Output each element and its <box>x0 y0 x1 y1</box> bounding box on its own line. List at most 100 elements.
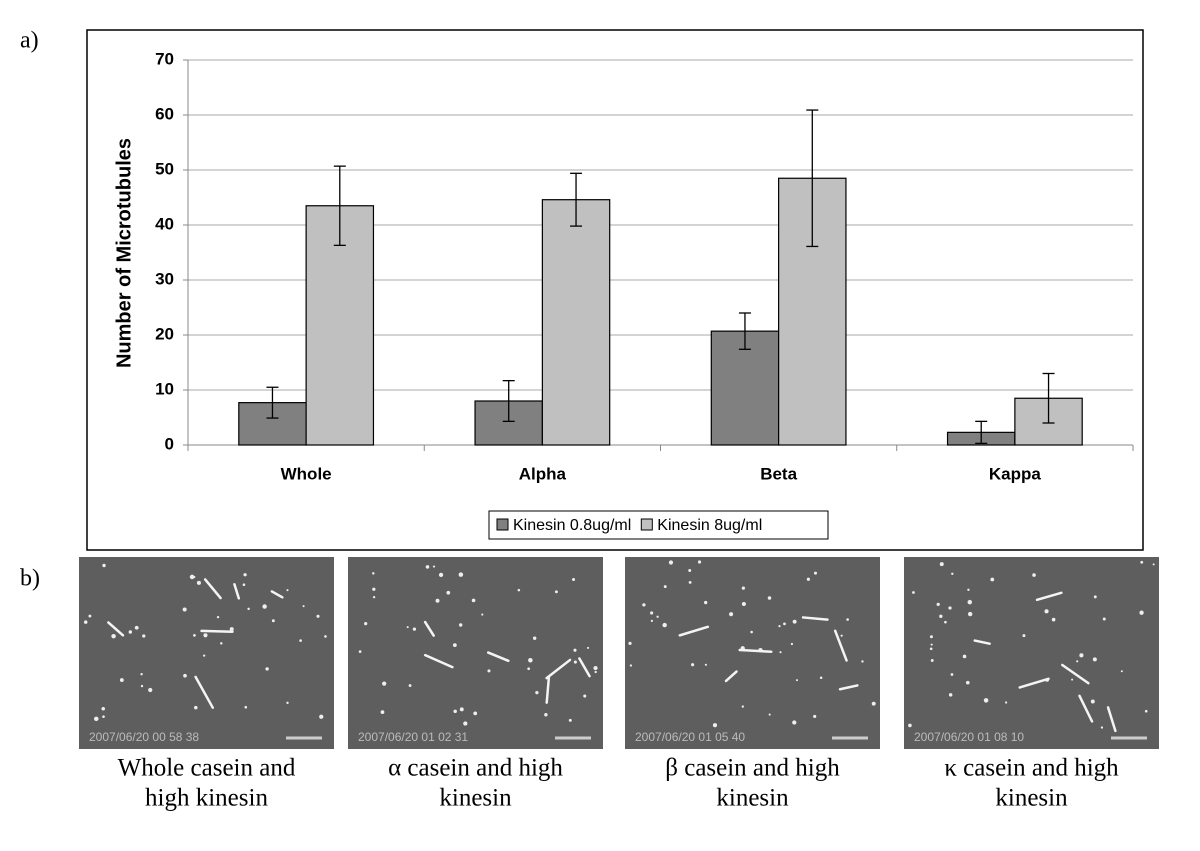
speck <box>372 595 376 599</box>
speck <box>1051 617 1056 622</box>
x-tick-label: Whole <box>281 464 332 483</box>
speck <box>554 590 558 594</box>
speck <box>840 634 843 637</box>
microtubule <box>678 625 710 637</box>
speck <box>767 596 772 600</box>
microtubule <box>423 620 435 637</box>
speck <box>573 648 577 652</box>
microtubule <box>1061 663 1090 685</box>
speck <box>372 572 375 575</box>
microtubule <box>1035 591 1063 602</box>
speck <box>459 707 464 712</box>
speck <box>119 678 124 682</box>
y-tick-label: 0 <box>165 434 174 453</box>
error-bar <box>1042 372 1055 424</box>
bar <box>541 199 611 446</box>
speck <box>128 630 133 634</box>
speck <box>432 565 436 568</box>
microtubule <box>270 590 284 599</box>
error-bar <box>333 165 346 247</box>
legend-frame <box>488 510 829 540</box>
speck <box>527 667 531 671</box>
microtubule <box>233 583 241 600</box>
y-tick-label: 30 <box>155 269 174 288</box>
speck <box>438 572 444 578</box>
microtubule <box>200 629 234 633</box>
error-bar <box>738 312 751 350</box>
speck <box>951 572 954 575</box>
speck <box>861 660 864 663</box>
speck <box>302 605 305 608</box>
microtubule <box>801 616 829 621</box>
speck <box>242 583 246 587</box>
microtubule <box>203 578 222 600</box>
speck <box>463 721 468 726</box>
microtubule <box>423 653 454 669</box>
speck <box>783 622 786 626</box>
microtubule <box>1018 677 1050 689</box>
speck <box>806 577 810 581</box>
timestamp: 2007/06/20 01 08 10 <box>914 730 1024 744</box>
microtubule <box>724 670 738 683</box>
speck <box>572 577 576 582</box>
speck <box>380 710 385 714</box>
speck <box>930 643 933 646</box>
legend-swatch <box>496 518 509 531</box>
speck <box>629 664 633 667</box>
speck <box>446 590 451 595</box>
speck <box>481 613 484 616</box>
speck <box>532 636 537 640</box>
speck <box>587 646 590 649</box>
speck <box>568 718 572 722</box>
speck <box>140 673 143 676</box>
speck <box>1079 653 1084 658</box>
y-axis-title: Number of Microtubules <box>113 138 135 368</box>
speck <box>583 694 587 698</box>
speck <box>936 602 940 606</box>
speck <box>704 663 707 666</box>
speck <box>544 713 548 717</box>
speck <box>535 691 539 695</box>
legend-swatch <box>640 518 653 531</box>
speck <box>712 723 718 728</box>
caption: kinesin <box>995 785 1068 812</box>
microtubule <box>545 658 572 680</box>
speck <box>193 634 196 637</box>
speck <box>939 562 944 567</box>
speck <box>425 565 430 569</box>
speck <box>792 619 797 624</box>
speck <box>944 620 947 624</box>
speck <box>1022 634 1026 638</box>
speck <box>779 651 782 654</box>
speck <box>656 615 659 618</box>
speck <box>1032 573 1036 577</box>
speck <box>453 709 457 714</box>
speck <box>662 622 667 628</box>
speck <box>962 654 967 659</box>
speck <box>1044 609 1049 614</box>
speck <box>983 698 989 703</box>
speck <box>1093 595 1097 599</box>
speck <box>189 574 195 580</box>
speck <box>412 627 417 631</box>
speck <box>1140 560 1144 564</box>
speck <box>990 577 995 582</box>
speck <box>244 705 248 709</box>
micrograph-background <box>79 557 334 749</box>
micrograph-background <box>904 557 1159 749</box>
speck <box>102 563 106 568</box>
speck <box>406 626 409 629</box>
micrograph: 2007/06/20 00 58 38 <box>79 557 334 749</box>
x-tick-label: Alpha <box>519 464 567 483</box>
speck <box>134 625 139 630</box>
microtubule <box>833 629 848 662</box>
error-bar <box>806 109 819 248</box>
speck <box>316 614 320 618</box>
micrograph: 2007/06/20 01 02 31 <box>348 557 603 749</box>
speck <box>487 669 491 673</box>
speck <box>650 611 654 615</box>
speck <box>967 599 973 605</box>
bar <box>710 330 780 446</box>
